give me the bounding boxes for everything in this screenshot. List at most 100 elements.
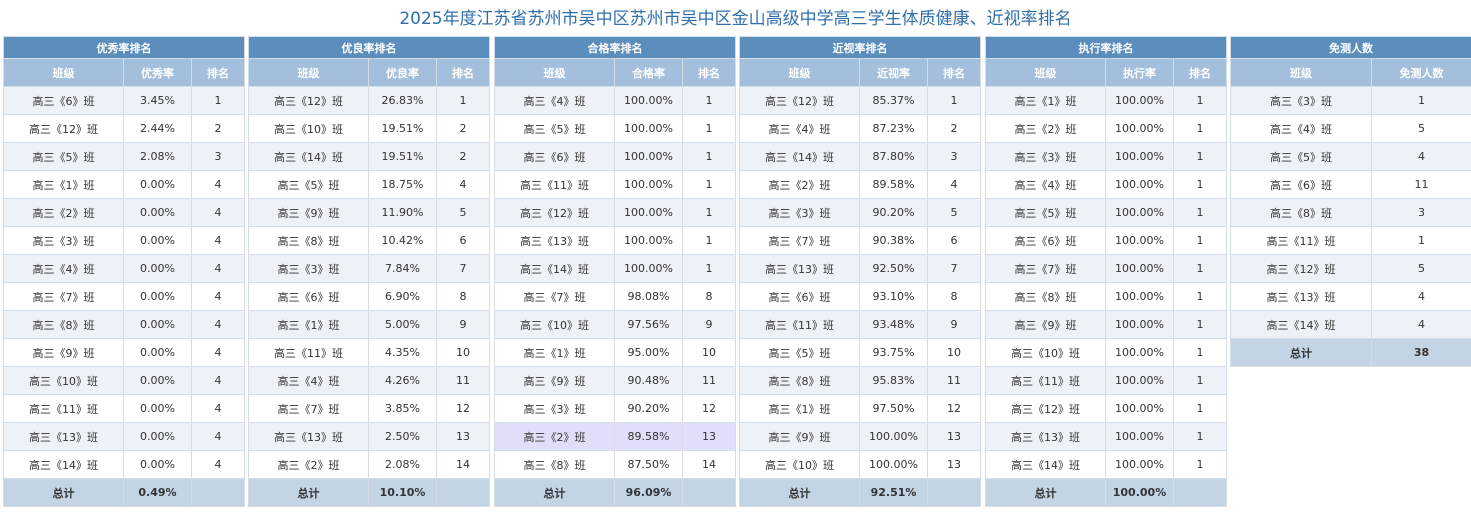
data-row: 高三《10》班 100.00% 13 [739,450,982,479]
cell: 高三《5》班 [494,114,615,143]
header-row: 班级 近视率 排名 [739,58,982,87]
data-row: 高三《9》班 100.00% 13 [739,422,982,451]
cell: 0.00% [123,422,192,451]
cell: 3.85% [368,394,437,423]
cell: 高三《12》班 [739,86,860,115]
cell: 14 [435,450,491,479]
cell: 高三《7》班 [494,282,615,311]
data-row: 高三《13》班 0.00% 4 [3,422,246,451]
table-caption: 合格率排名 [493,36,737,59]
data-row: 高三《5》班 2.08% 3 [3,142,246,171]
cell: 1 [1172,366,1228,395]
cell: 85.37% [859,86,928,115]
cell: 4 [190,254,246,283]
column-header: 执行率 [1105,58,1174,87]
total-row: 总计 38 [1230,338,1471,367]
cell: 13 [926,422,982,451]
table-title: 优良率排名 [247,36,491,59]
data-row: 高三《14》班 19.51% 2 [248,142,491,171]
data-row: 高三《12》班 100.00% 1 [985,394,1228,423]
cell: 高三《8》班 [248,226,369,255]
cell: 89.58% [859,170,928,199]
cell: 高三《9》班 [494,366,615,395]
data-row: 高三《9》班 100.00% 1 [985,310,1228,339]
cell: 高三《5》班 [3,142,124,171]
table-caption: 执行率排名 [984,36,1228,59]
cell: 1 [1172,450,1228,479]
data-row: 高三《9》班 0.00% 4 [3,338,246,367]
cell: 1 [1172,198,1228,227]
data-row: 高三《6》班 100.00% 1 [494,142,737,171]
total-label: 总计 [739,478,860,507]
cell: 2 [190,114,246,143]
cell: 12 [681,394,737,423]
data-row: 高三《10》班 100.00% 1 [985,338,1228,367]
cell: 4 [926,170,982,199]
total-value: 10.10% [368,478,437,507]
cell: 1 [1371,226,1471,255]
total-value: 92.51% [859,478,928,507]
total-row: 总计 100.00% [985,478,1228,507]
cell: 4 [435,170,491,199]
data-row: 高三《1》班 100.00% 1 [985,86,1228,115]
cell: 93.48% [859,310,928,339]
data-row: 高三《8》班 10.42% 6 [248,226,491,255]
cell: 2 [435,114,491,143]
cell: 97.56% [614,310,683,339]
data-row: 高三《4》班 100.00% 1 [985,170,1228,199]
data-row: 高三《4》班 100.00% 1 [494,86,737,115]
total-label: 总计 [985,478,1106,507]
cell: 12 [435,394,491,423]
cell: 10.42% [368,226,437,255]
table-title: 执行率排名 [984,36,1228,59]
cell: 高三《12》班 [1230,254,1372,283]
data-row: 高三《11》班 93.48% 9 [739,310,982,339]
data-row: 高三《7》班 0.00% 4 [3,282,246,311]
cell: 11 [1371,170,1471,199]
cell: 100.00% [614,86,683,115]
cell: 19.51% [368,114,437,143]
cell: 高三《4》班 [248,366,369,395]
cell: 1 [1172,282,1228,311]
cell: 1 [1371,86,1471,115]
cell: 高三《7》班 [248,394,369,423]
cell: 高三《14》班 [248,142,369,171]
cell: 4 [190,422,246,451]
cell: 10 [435,338,491,367]
cell: 100.00% [1105,450,1174,479]
data-row: 高三《12》班 26.83% 1 [248,86,491,115]
cell: 高三《3》班 [985,142,1106,171]
total-blank [1172,478,1228,507]
total-blank [926,478,982,507]
cell: 高三《8》班 [3,310,124,339]
cell: 100.00% [1105,310,1174,339]
cell: 89.58% [614,422,683,451]
header-row: 班级 优秀率 排名 [3,58,246,87]
cell: 高三《11》班 [1230,226,1372,255]
cell: 0.00% [123,226,192,255]
data-row: 高三《7》班 90.38% 6 [739,226,982,255]
cell: 1 [1172,394,1228,423]
data-row: 高三《2》班 89.58% 4 [739,170,982,199]
data-row: 高三《2》班 0.00% 4 [3,198,246,227]
cell: 0.00% [123,170,192,199]
cell: 4 [1371,142,1471,171]
column-header: 排名 [1172,58,1228,87]
cell: 高三《14》班 [494,254,615,283]
data-row: 高三《3》班 90.20% 5 [739,198,982,227]
data-row: 高三《8》班 100.00% 1 [985,282,1228,311]
data-row: 高三《12》班 100.00% 1 [494,198,737,227]
data-row: 高三《7》班 100.00% 1 [985,254,1228,283]
cell: 高三《13》班 [985,422,1106,451]
cell: 高三《8》班 [985,282,1106,311]
cell: 1 [1172,114,1228,143]
cell: 高三《6》班 [494,142,615,171]
data-row: 高三《12》班 2.44% 2 [3,114,246,143]
cell: 高三《2》班 [494,422,615,451]
cell: 11 [681,366,737,395]
cell: 4 [1371,310,1471,339]
cell: 1 [681,114,737,143]
cell: 高三《2》班 [985,114,1106,143]
cell: 93.75% [859,338,928,367]
data-row: 高三《2》班 100.00% 1 [985,114,1228,143]
